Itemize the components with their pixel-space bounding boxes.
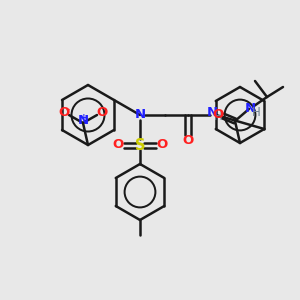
Text: N: N: [206, 106, 218, 119]
Text: N: N: [134, 109, 146, 122]
Text: H: H: [214, 110, 222, 124]
Text: H: H: [252, 106, 260, 118]
Text: O: O: [156, 139, 168, 152]
Text: N: N: [244, 101, 256, 115]
Text: O: O: [58, 106, 70, 119]
Text: O: O: [112, 139, 124, 152]
Text: +: +: [80, 112, 88, 122]
Text: O: O: [182, 134, 194, 146]
Text: O: O: [96, 106, 108, 119]
Text: -: -: [66, 105, 70, 115]
Text: S: S: [135, 137, 145, 152]
Text: N: N: [77, 115, 88, 128]
Text: O: O: [212, 109, 224, 122]
